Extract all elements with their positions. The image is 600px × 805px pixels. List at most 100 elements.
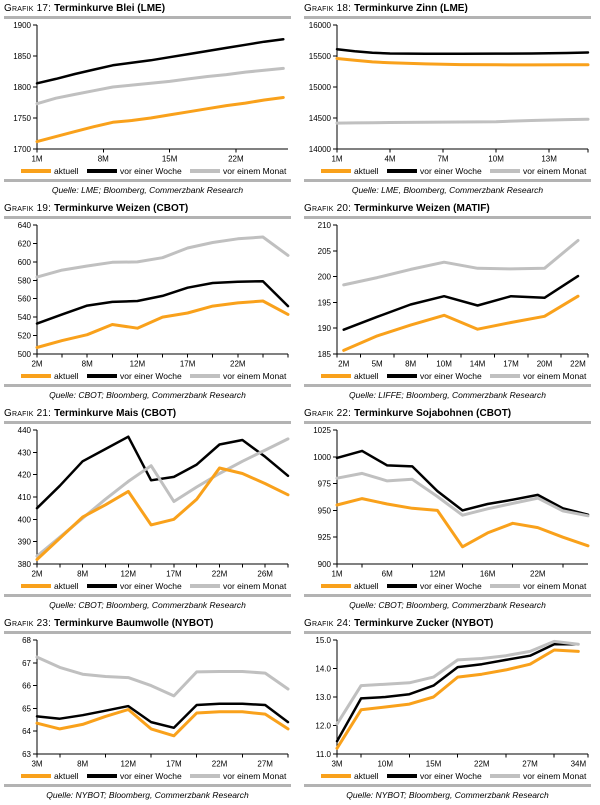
svg-text:10M: 10M bbox=[377, 760, 393, 769]
svg-text:440: 440 bbox=[18, 426, 32, 435]
svg-text:14500: 14500 bbox=[309, 114, 332, 123]
legend-label-vor-einem-monat: vor einem Monat bbox=[223, 771, 287, 781]
svg-text:580: 580 bbox=[18, 276, 32, 285]
source-note: Quelle: CBOT; Bloomberg, Commerzbank Res… bbox=[49, 390, 246, 400]
grafik-19-svg: 500 520 540 560 580 600 620 640 2M 8M 12M 17M 22M bbox=[18, 221, 290, 369]
chart-panel-grafik-21: Grafik 21: Terminkurve Mais (CBOT) 380 390… bbox=[0, 405, 300, 615]
chart-number-label: Grafik 17: bbox=[4, 3, 52, 14]
grafik-21-series-0 bbox=[35, 466, 290, 561]
svg-text:11.0: 11.0 bbox=[316, 750, 332, 759]
chart-number-label: Grafik 20: bbox=[304, 203, 352, 214]
chart-title-text: Terminkurve Zinn (LME) bbox=[354, 3, 468, 14]
chart-title: Grafik 24: Terminkurve Zucker (NYBOT) bbox=[304, 618, 591, 629]
svg-text:22M: 22M bbox=[474, 760, 490, 769]
svg-text:1800: 1800 bbox=[13, 83, 31, 92]
legend-item-aktuell: aktuell bbox=[321, 771, 387, 781]
svg-text:68: 68 bbox=[22, 636, 31, 645]
chart-title: Grafik 19: Terminkurve Weizen (CBOT) bbox=[4, 203, 291, 214]
svg-text:1850: 1850 bbox=[13, 52, 31, 61]
chart-title: Grafik 22: Terminkurve Sojabohnen (CBOT) bbox=[304, 408, 591, 419]
chart-panel-grafik-18: Grafik 18: Terminkurve Zinn (LME) 14000 14… bbox=[300, 0, 600, 200]
footer-divider bbox=[4, 384, 291, 387]
chart-number-label: Grafik 24: bbox=[304, 618, 352, 629]
svg-text:1M: 1M bbox=[31, 155, 42, 164]
title-divider bbox=[4, 421, 291, 424]
svg-text:5M: 5M bbox=[372, 360, 383, 369]
grafik-24-series-1 bbox=[335, 643, 580, 743]
legend-label-aktuell: aktuell bbox=[354, 371, 379, 381]
svg-text:22M: 22M bbox=[530, 570, 546, 579]
svg-text:63: 63 bbox=[22, 750, 31, 759]
chart-panel-grafik-24: Grafik 24: Terminkurve Zucker (NYBOT) 11.… bbox=[300, 615, 600, 805]
svg-text:16000: 16000 bbox=[309, 21, 332, 30]
svg-text:1900: 1900 bbox=[13, 21, 31, 30]
svg-text:4M: 4M bbox=[384, 155, 395, 164]
legend-item-aktuell: aktuell bbox=[21, 371, 87, 381]
title-divider bbox=[4, 216, 291, 219]
grafik-21-series-1 bbox=[35, 435, 290, 510]
chart-legend: aktuell vor einer Woche vor einem Monat bbox=[4, 369, 291, 383]
chart-title-text: Terminkurve Weizen (MATIF) bbox=[354, 203, 490, 214]
svg-text:17M: 17M bbox=[180, 360, 196, 369]
grafik-20-series-1 bbox=[342, 274, 580, 331]
legend-item-vor-einem-monat: vor einem Monat bbox=[190, 581, 286, 591]
legend-item-aktuell: aktuell bbox=[321, 581, 387, 591]
legend-label-vor-einer-woche: vor einer Woche bbox=[120, 581, 182, 591]
svg-text:27M: 27M bbox=[257, 760, 273, 769]
legend-marker-vor-einer-woche bbox=[87, 169, 117, 173]
legend-label-vor-einer-woche: vor einer Woche bbox=[120, 771, 182, 781]
footer-divider bbox=[4, 784, 291, 787]
chart-title: Grafik 20: Terminkurve Weizen (MATIF) bbox=[304, 203, 591, 214]
line-chart-area: 380 390 400 410 420 430 440 2M 8M 12M 17M 22M 26M bbox=[4, 425, 291, 579]
legend-label-aktuell: aktuell bbox=[54, 771, 79, 781]
legend-item-vor-einer-woche: vor einer Woche bbox=[387, 771, 490, 781]
svg-text:17M: 17M bbox=[166, 760, 182, 769]
grafik-22-series-0 bbox=[335, 497, 590, 549]
grafik-19-series-2 bbox=[35, 235, 290, 279]
legend-marker-vor-einem-monat bbox=[190, 584, 220, 588]
svg-text:560: 560 bbox=[18, 295, 32, 304]
chart-number-label: Grafik 21: bbox=[4, 408, 52, 419]
legend-label-vor-einer-woche: vor einer Woche bbox=[420, 581, 482, 591]
svg-text:15M: 15M bbox=[426, 760, 442, 769]
source-note: Quelle: LME, Bloomberg, Commerzbank Rese… bbox=[351, 185, 544, 195]
svg-text:14M: 14M bbox=[470, 360, 486, 369]
chart-number-label: Grafik 19: bbox=[4, 203, 52, 214]
svg-text:22M: 22M bbox=[228, 155, 244, 164]
legend-marker-vor-einem-monat bbox=[490, 374, 520, 378]
grafik-22-series-1 bbox=[335, 449, 590, 516]
footer-divider bbox=[304, 384, 591, 387]
line-chart-area: 11.0 12.0 13.0 14.0 15.0 3M 10M 15M 22M 27M 34M bbox=[304, 635, 591, 769]
svg-text:975: 975 bbox=[318, 480, 332, 489]
line-chart-area: 14000 14500 15000 15500 16000 1M 4M 7M 10M 13M bbox=[304, 20, 591, 164]
legend-label-aktuell: aktuell bbox=[354, 581, 379, 591]
title-divider bbox=[304, 16, 591, 19]
svg-text:17M: 17M bbox=[166, 570, 182, 579]
chart-title-text: Terminkurve Weizen (CBOT) bbox=[54, 203, 189, 214]
svg-text:65: 65 bbox=[22, 704, 31, 713]
grafik-18-series-2 bbox=[335, 117, 590, 125]
footer-divider bbox=[304, 179, 591, 182]
legend-label-aktuell: aktuell bbox=[354, 166, 379, 176]
svg-text:22M: 22M bbox=[212, 570, 228, 579]
svg-text:400: 400 bbox=[18, 515, 32, 524]
source-note: Quelle: CBOT; Bloomberg, Commerzbank Res… bbox=[349, 600, 546, 610]
svg-text:8M: 8M bbox=[77, 570, 88, 579]
footer-divider bbox=[304, 594, 591, 597]
source-note: Quelle: NYBOT; Bloomberg, Commerzbank Re… bbox=[46, 790, 249, 800]
svg-text:8M: 8M bbox=[405, 360, 416, 369]
grafik-18-series-1 bbox=[335, 47, 590, 56]
chart-legend: aktuell vor einer Woche vor einem Monat bbox=[4, 164, 291, 178]
legend-item-aktuell: aktuell bbox=[21, 771, 87, 781]
legend-marker-vor-einem-monat bbox=[190, 774, 220, 778]
svg-text:540: 540 bbox=[18, 313, 32, 322]
svg-text:12M: 12M bbox=[130, 360, 146, 369]
chart-title: Grafik 17: Terminkurve Blei (LME) bbox=[4, 3, 291, 14]
footer-divider bbox=[304, 784, 591, 787]
legend-item-aktuell: aktuell bbox=[21, 166, 87, 176]
chart-title: Grafik 18: Terminkurve Zinn (LME) bbox=[304, 3, 591, 14]
svg-text:8M: 8M bbox=[77, 760, 88, 769]
legend-marker-vor-einer-woche bbox=[387, 374, 417, 378]
grafik-23-svg: 63 64 65 66 67 68 3M 8M 12M 17M 22M 27M bbox=[22, 636, 290, 769]
legend-item-aktuell: aktuell bbox=[21, 581, 87, 591]
